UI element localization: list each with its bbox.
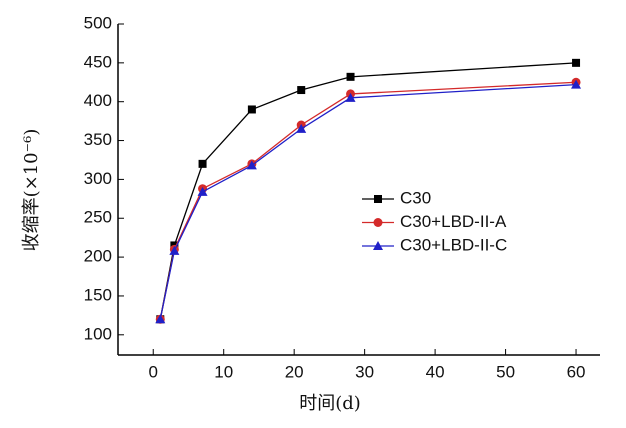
y-tick-label: 300 xyxy=(84,169,112,188)
x-tick-label: 30 xyxy=(355,362,374,381)
y-axis-label: 收缩率(×10⁻⁶) xyxy=(21,129,42,252)
marker xyxy=(297,86,306,95)
series-line xyxy=(159,62,577,320)
x-tick-label: 10 xyxy=(214,362,233,381)
y-tick-label: 400 xyxy=(84,91,112,110)
y-tick-label: 500 xyxy=(84,13,112,32)
series-line xyxy=(159,83,577,320)
legend-label: C30+LBD-II-A xyxy=(400,212,507,231)
y-tick-label: 150 xyxy=(84,285,112,304)
marker xyxy=(374,195,382,203)
y-tick-label: 200 xyxy=(84,247,112,266)
x-axis-label: 时间(d) xyxy=(299,393,361,414)
marker xyxy=(346,72,355,81)
marker xyxy=(246,160,257,170)
marker xyxy=(296,123,307,133)
marker xyxy=(247,105,256,114)
marker xyxy=(169,245,180,255)
marker xyxy=(198,159,207,168)
marker xyxy=(155,314,166,324)
marker xyxy=(197,186,208,196)
marker xyxy=(373,218,383,227)
marker xyxy=(373,241,383,250)
legend-label: C30+LBD-II-C xyxy=(400,235,507,254)
y-tick-label: 350 xyxy=(84,130,112,149)
x-tick-label: 20 xyxy=(285,362,304,381)
marker xyxy=(571,79,582,89)
y-tick-label: 250 xyxy=(84,208,112,227)
series-line xyxy=(159,81,577,320)
x-tick-label: 50 xyxy=(496,362,515,381)
x-tick-label: 60 xyxy=(567,362,586,381)
y-tick-label: 450 xyxy=(84,52,112,71)
x-tick-label: 40 xyxy=(426,362,445,381)
x-tick-label: 0 xyxy=(148,362,157,381)
y-tick-label: 100 xyxy=(84,324,112,343)
legend-label: C30 xyxy=(400,188,431,207)
marker xyxy=(572,58,581,67)
marker xyxy=(345,92,356,102)
